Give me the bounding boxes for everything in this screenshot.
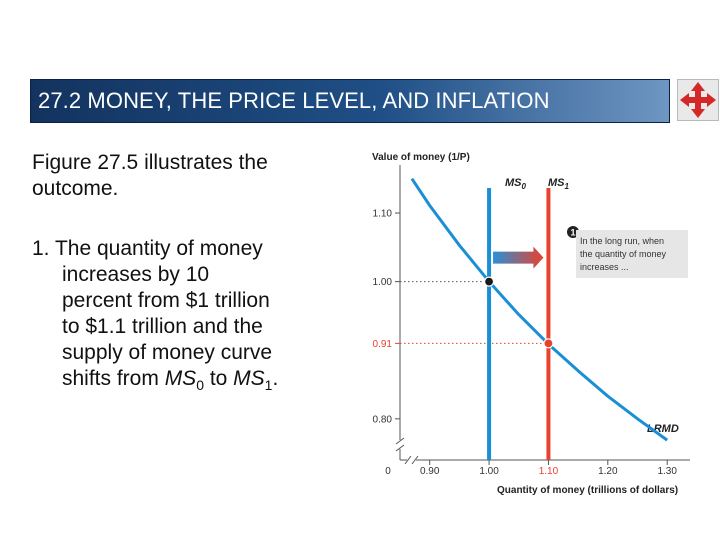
x-tick-label: 1.30: [657, 466, 677, 477]
callout-line-1: In the long run, when: [580, 236, 664, 246]
step-line-4: supply of money curve: [62, 341, 273, 364]
long-run-money-demand-curve: [410, 177, 669, 442]
shift-arrow: [493, 246, 544, 269]
ms-label: MS: [164, 367, 197, 390]
y-tick-label: 1.10: [373, 209, 393, 220]
step-first-line: 1. The quantity of money: [32, 236, 332, 262]
callout-line-2: the quantity of money: [580, 249, 667, 259]
step-line-1: increases by 10: [62, 263, 210, 286]
y-axis-break-mark: [395, 437, 405, 452]
y-tick-label: 0.91: [373, 339, 393, 350]
section-title: 27.2 MONEY, THE PRICE LEVEL, AND INFLATI…: [38, 88, 550, 113]
step-paragraph: 1. The quantity of money increases by 10…: [32, 236, 332, 392]
x-axis-tick-zero: 0: [385, 466, 391, 477]
ms-label: MS: [233, 367, 265, 390]
step-line-2: percent from $1 trillion: [62, 289, 270, 312]
step-line-5: shifts from MS0 to MS1.: [62, 367, 279, 393]
x-axis-break-mark: [404, 455, 419, 465]
step-line-3: to $1.1 trillion and the: [62, 315, 263, 338]
money-market-chart: Value of money (1/P) Quantity of money (…: [372, 152, 690, 496]
y-axis-label: Value of money (1/P): [372, 152, 470, 163]
callout-number: 1: [570, 228, 575, 238]
x-axis-label: Quantity of money (trillions of dollars): [497, 485, 678, 496]
section-title-bar: 27.2 MONEY, THE PRICE LEVEL, AND INFLATI…: [30, 79, 670, 123]
callout: 1 In the long run, when the quantity of …: [567, 226, 688, 278]
callout-box: [576, 230, 688, 278]
intro-paragraph: Figure 27.5 illustrates the outcome.: [32, 151, 268, 200]
y-tick-label: 1.00: [373, 277, 393, 288]
y-tick-label: 0.80: [373, 414, 393, 425]
x-tick-label: 1.20: [598, 466, 618, 477]
equilibrium-point: [543, 338, 554, 349]
curve-label-ms1: MS1: [548, 177, 570, 191]
step-number: 1.: [32, 237, 50, 260]
x-tick-label: 0.90: [420, 466, 440, 477]
x-tick-label: 1.10: [539, 466, 559, 477]
x-tick-label: 1.00: [479, 466, 499, 477]
curve-label-ms0: MS0: [505, 177, 527, 191]
equilibrium-point: [483, 276, 495, 287]
four-way-arrows-icon[interactable]: [677, 79, 719, 121]
callout-line-3: increases ...: [580, 262, 629, 272]
step-line-0: The quantity of money: [49, 237, 263, 260]
